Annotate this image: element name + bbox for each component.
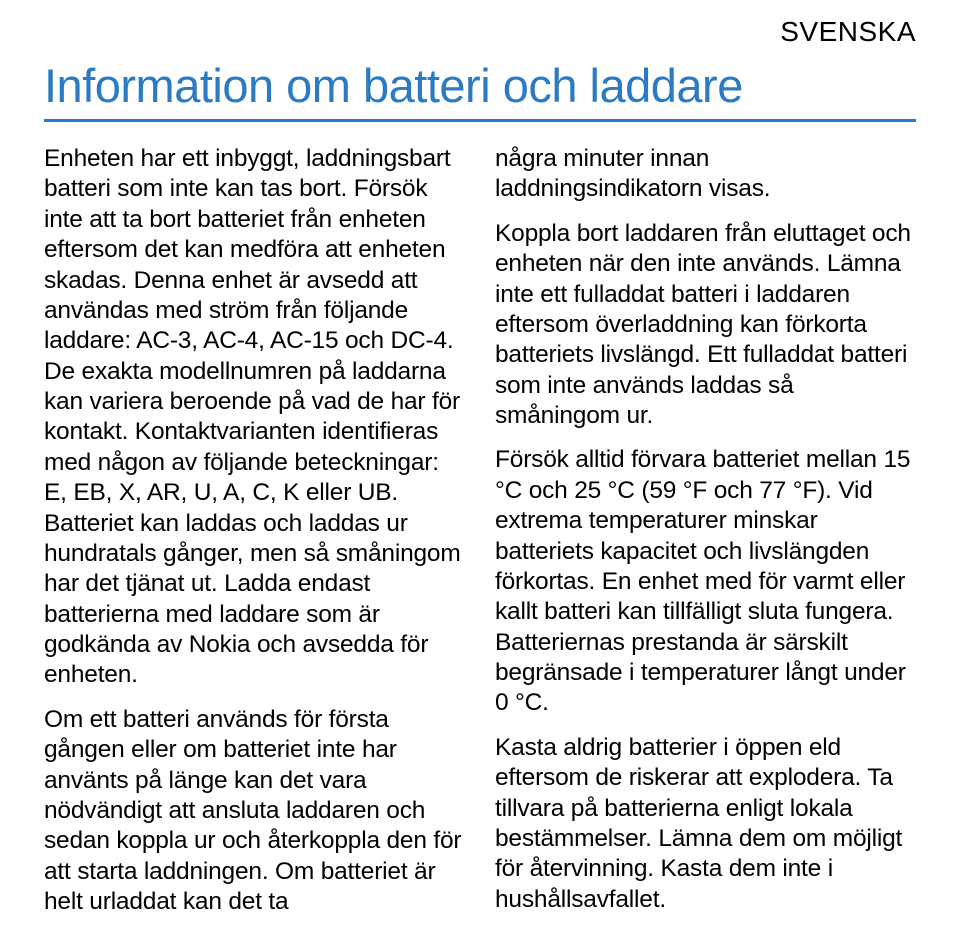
paragraph: Kasta aldrig batterier i öppen eld efter… xyxy=(495,733,916,915)
left-column: Enheten har ett inbyggt, laddningsbart b… xyxy=(44,144,465,931)
content-columns: Enheten har ett inbyggt, laddningsbart b… xyxy=(44,122,916,931)
paragraph: Försök alltid förvara batteriet mellan 1… xyxy=(495,445,916,718)
paragraph: några minuter innan laddningsindikatorn … xyxy=(495,144,916,205)
language-label: SVENSKA xyxy=(780,16,916,48)
document-page: SVENSKA Information om batteri och ladda… xyxy=(0,0,960,932)
paragraph: Om ett batteri används för första gången… xyxy=(44,705,465,918)
right-column: några minuter innan laddningsindikatorn … xyxy=(495,144,916,931)
paragraph: Enheten har ett inbyggt, laddningsbart b… xyxy=(44,144,465,691)
paragraph: Koppla bort laddaren från eluttaget och … xyxy=(495,219,916,432)
